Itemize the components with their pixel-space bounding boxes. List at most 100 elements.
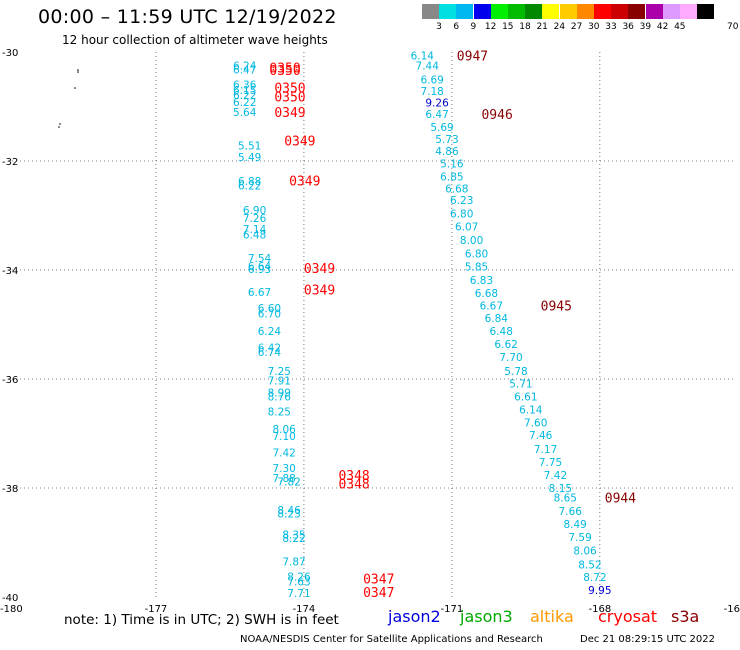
- pass-time-label: 0350: [269, 61, 300, 76]
- wave-height-value: 6.22: [233, 90, 256, 102]
- map-grid: [8, 52, 733, 597]
- wave-height-value: 6.70: [258, 309, 281, 321]
- wave-height-value: 5.71: [509, 378, 532, 390]
- wave-height-value: 8.76: [268, 391, 292, 403]
- legend-label: 42: [656, 22, 669, 32]
- wave-height-value: 5.51: [238, 141, 261, 153]
- latitude-label: -34: [2, 266, 18, 277]
- wave-height-value: 8.23: [277, 509, 300, 521]
- longitude-label: -177: [145, 604, 168, 615]
- wave-height-value: 6.24: [233, 61, 257, 73]
- wave-height-value: 5.16: [440, 159, 464, 171]
- pass-time-label: 0349: [304, 284, 335, 299]
- legend-label: 24: [553, 22, 566, 32]
- wave-height-value: 6.68: [445, 183, 468, 195]
- wave-height-value: 8.52: [578, 559, 601, 571]
- wave-height-value: 7.44: [416, 61, 440, 73]
- wave-height-value: 6.14: [519, 405, 543, 417]
- legend-swatch: [628, 4, 646, 19]
- wave-height-value: 7.46: [529, 430, 553, 442]
- longitude-label: -171: [441, 604, 464, 615]
- pass-time-label: 0349: [304, 262, 335, 277]
- wave-height-value: 6.84: [485, 313, 509, 325]
- wave-height-value: 7.87: [282, 557, 305, 569]
- legend-label: 15: [502, 22, 514, 32]
- wave-height-value: 7.60: [524, 418, 547, 430]
- legend-swatch: [508, 4, 525, 19]
- coastline-dot: [74, 87, 76, 89]
- wave-height-value: 6.23: [450, 195, 473, 207]
- latitude-label: -38: [2, 484, 18, 495]
- satellite-jason3: jason3: [460, 607, 513, 626]
- wave-height-value: 8.15: [549, 483, 572, 495]
- wave-height-value: 9.95: [588, 585, 611, 597]
- wave-height-value: 8.26: [287, 571, 311, 583]
- satellite-altika: altika: [530, 607, 574, 626]
- pass-time-label: 0348: [338, 469, 369, 484]
- legend-swatch: [473, 4, 491, 19]
- latitude-labels: -30 -32 -34 -36 -38 -40: [2, 48, 18, 604]
- wave-height-value: 7.25: [268, 366, 291, 378]
- legend-label: 33: [605, 22, 617, 32]
- wave-height-value: 7.42: [544, 470, 567, 482]
- legend-label: 12: [484, 22, 497, 32]
- wave-height-value: 5.69: [430, 122, 453, 134]
- wave-height-value: 6.90: [243, 205, 266, 217]
- legend-swatch: [422, 4, 439, 19]
- longitude-label: -168: [588, 604, 611, 615]
- longitude-labels: -180 -177 -174 -171 -168 -16: [0, 604, 740, 615]
- longitude-label: -16: [724, 604, 740, 615]
- wave-height-value: 5.73: [435, 134, 458, 146]
- wave-height-value: 8.00: [460, 235, 483, 247]
- legend-label: 30: [588, 22, 600, 32]
- latitude-label: -36: [2, 375, 18, 386]
- wave-height-value: 7.91: [268, 376, 291, 388]
- wave-height-value: 6.60: [258, 303, 281, 315]
- legend-swatch: [680, 4, 697, 19]
- legend-label: 3: [436, 22, 442, 32]
- pass-time-label: 0350: [269, 64, 300, 79]
- legend-label: 45: [674, 22, 686, 32]
- legend-swatch: [697, 4, 715, 19]
- track-cryosat: 6.246.476.366.156.226.225.645.515.496.88…: [233, 61, 394, 601]
- wave-height-value: 7.17: [534, 444, 557, 456]
- coastline-dots: [58, 69, 79, 128]
- wave-height-value: 7.54: [248, 253, 272, 265]
- wave-height-value: 6.74: [258, 347, 282, 359]
- wave-height-value: 6.68: [475, 288, 498, 300]
- pass-time-label: 0348: [338, 478, 369, 493]
- legend-label: 27: [570, 22, 583, 32]
- wave-height-value: 5.78: [504, 366, 527, 378]
- wave-height-value: 6.36: [233, 80, 257, 92]
- legend-label: 6: [453, 22, 460, 32]
- wave-height-value: 6.14: [411, 50, 435, 62]
- wave-height-value: 7.66: [559, 506, 583, 518]
- wave-height-value: 5.85: [465, 262, 488, 274]
- legend-label: 21: [536, 22, 548, 32]
- map-title: 00:00 – 11:59 UTC 12/19/2022: [38, 6, 337, 28]
- longitude-label: -174: [293, 604, 316, 615]
- wave-height-value: 6.15: [233, 85, 256, 97]
- longitude-label: -180: [0, 604, 23, 615]
- wave-height-value: 7.10: [272, 431, 295, 443]
- wave-height-value: 8.65: [554, 492, 577, 504]
- footer-note: note: 1) Time is in UTC; 2) SWH is in fe…: [64, 612, 339, 628]
- wave-height-value: 6.64: [248, 261, 272, 273]
- wave-height-value: 6.62: [494, 339, 517, 351]
- generated-timestamp: Dec 21 08:29:15 UTC 2022: [580, 634, 715, 645]
- wave-height-value: 6.67: [480, 300, 503, 312]
- wave-height-value: 6.85: [440, 171, 463, 183]
- wave-height-value: 6.22: [233, 97, 256, 109]
- coastline-dot: [77, 69, 79, 71]
- legend-label: 18: [519, 22, 531, 32]
- satellite-cryosat: cryosat: [598, 607, 658, 626]
- coastline-dot: [58, 126, 60, 128]
- wave-height-value: 5.64: [233, 107, 257, 119]
- satellite-jason2: jason2: [388, 607, 441, 626]
- wave-height-value: 6.24: [258, 326, 282, 338]
- wave-height-value: 7.70: [499, 352, 522, 364]
- legend-swatch: [559, 4, 577, 19]
- wave-height-value: 8.22: [282, 533, 305, 545]
- wave-height-value: 8.35: [282, 529, 305, 541]
